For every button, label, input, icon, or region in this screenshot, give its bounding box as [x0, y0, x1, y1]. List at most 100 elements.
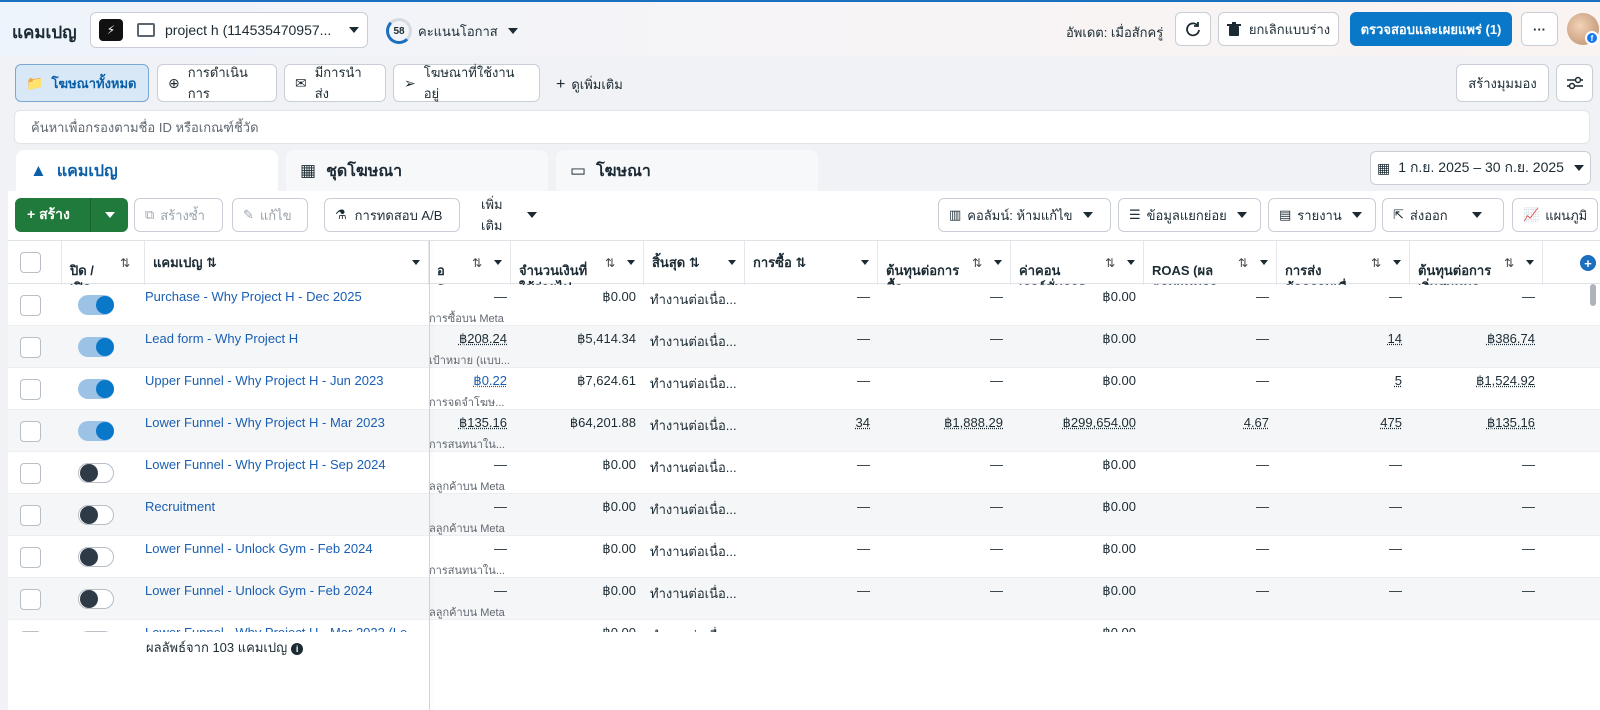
campaign-name-link[interactable]: Lower Funnel - Why Project H - Sep 2024	[145, 457, 386, 472]
search-input[interactable]: ค้นหาเพื่อกรองตามชื่อ ID หรือเกณฑ์ชี้วัด	[14, 110, 1590, 144]
cost-per-purchase-cell: —	[990, 541, 1003, 556]
line-chart-icon: 📈	[1523, 207, 1540, 222]
export-button[interactable]: ⇱ ส่งออก	[1382, 198, 1504, 232]
select-all-checkbox[interactable]	[20, 252, 41, 273]
info-icon[interactable]: i	[291, 643, 304, 655]
column-header-amount-spent[interactable]: จำนวนเงินที่ ใช้จ่ายไป ⇅	[511, 241, 644, 285]
row-checkbox[interactable]	[20, 295, 41, 316]
column-header-campaign[interactable]: แคมเปญ ⇅	[145, 241, 429, 285]
messaging-cell: 14	[1387, 331, 1402, 346]
filter-in-progress[interactable]: ⊕ การดำเนินการ	[157, 64, 277, 102]
amount-spent-cell: ฿0.00	[602, 541, 636, 556]
table-row[interactable]: Lead form - Why Project H ฿208.24 เป้าหมาย…	[8, 326, 1600, 368]
row-checkbox[interactable]	[20, 589, 41, 610]
ad-account-selector[interactable]: ⚡ project h (114535470957...	[90, 12, 368, 48]
row-checkbox[interactable]	[20, 337, 41, 358]
charts-button[interactable]: 📈 แผนภูมิ	[1512, 198, 1598, 232]
table-row[interactable]: Upper Funnel - Why Project H - Jun 2023 ฿…	[8, 368, 1600, 410]
column-spent-label: จำนวนเงินที่ ใช้จ่ายไป	[519, 263, 588, 285]
table-row[interactable]: Lower Funnel - Why Project H - Mar 2023 …	[8, 620, 1600, 632]
edit-button[interactable]: ✎ แก้ไข	[232, 198, 308, 232]
table-row[interactable]: Lower Funnel - Why Project H - Mar 2023 ฿…	[8, 410, 1600, 452]
duplicate-button[interactable]: ⧉ สร้างซ้ำ	[134, 198, 223, 232]
ends-cell: ทำงานต่อเนื่อ...	[650, 418, 737, 433]
tab-campaigns[interactable]: ▲ แคมเปญ	[16, 150, 278, 192]
row-checkbox[interactable]	[20, 379, 41, 400]
opportunity-score-button[interactable]: 58 คะแนนโอกาส	[386, 18, 518, 44]
campaign-toggle[interactable]	[78, 463, 114, 483]
table-row[interactable]: Lower Funnel - Unlock Gym - Feb 2024 — การ…	[8, 536, 1600, 578]
create-dropdown-button[interactable]	[90, 198, 128, 232]
campaign-name-link[interactable]: Lower Funnel - Unlock Gym - Feb 2024	[145, 583, 373, 598]
campaign-name-link[interactable]: Lower Funnel - Why Project H - Mar 2023	[145, 415, 385, 430]
filter-active-ads[interactable]: ➢ โฆษณาที่ใช้งานอยู่	[393, 64, 540, 102]
cost-per-purchase-cell: —	[990, 289, 1003, 304]
campaign-name-link[interactable]: Recruitment	[145, 499, 216, 514]
add-column-icon[interactable]: +	[1580, 255, 1596, 271]
row-checkbox[interactable]	[20, 421, 41, 442]
flask-icon: ⚗	[335, 207, 347, 222]
row-checkbox[interactable]	[20, 547, 41, 568]
campaign-name-link[interactable]: Lower Funnel - Unlock Gym - Feb 2024	[145, 541, 373, 556]
filter-settings-button[interactable]	[1556, 64, 1593, 102]
create-view-button[interactable]: สร้างมุมมอง	[1456, 64, 1549, 102]
vertical-scrollbar[interactable]	[1590, 284, 1596, 306]
filter-delivering-label: มีการนำส่ง	[314, 65, 362, 101]
cost-per-conversation-cell: —	[1522, 541, 1535, 556]
review-publish-button[interactable]: ตรวจสอบและเผยแพร่ (1)	[1350, 12, 1512, 46]
row-checkbox[interactable]	[20, 505, 41, 526]
campaign-toggle[interactable]	[78, 337, 114, 357]
more-actions-button[interactable]: เพิ่มเติม	[470, 197, 548, 233]
ab-test-button[interactable]: ⚗ การทดสอบ A/B	[324, 198, 460, 232]
discard-drafts-button[interactable]: ยกเลิกแบบร่าง	[1218, 12, 1339, 46]
column-header-ends[interactable]: สิ้นสุด ⇅	[644, 241, 745, 285]
column-header-messaging[interactable]: การส่ง ข้อความเพื่... ⇅	[1277, 241, 1410, 285]
row-checkbox[interactable]	[20, 463, 41, 484]
column-header-toggle[interactable]: ปิด / เปิด ⇅	[62, 241, 145, 285]
column-header-purchases[interactable]: การซื้อ ⇅	[745, 241, 878, 285]
table-row[interactable]: Recruitment — ลลูกค้าบน Meta ฿0.00 ทำงานต่อเ…	[8, 494, 1600, 536]
filter-delivering[interactable]: ✉ มีการนำส่ง	[284, 64, 386, 102]
campaign-toggle[interactable]	[78, 631, 114, 632]
column-header-cost-per-purchase[interactable]: ต้นทุนต่อการ ซื้อ ⇅	[878, 241, 1011, 285]
column-header-cost-per-result[interactable]: อ ร ⇅	[429, 241, 511, 285]
campaign-name-link[interactable]: Purchase - Why Project H - Dec 2025	[145, 289, 362, 304]
refresh-button[interactable]	[1175, 12, 1211, 46]
filter-all-ads-label: โฆษณาทั้งหมด	[51, 75, 137, 91]
toggle-knob	[96, 338, 114, 356]
toggle-knob	[96, 422, 114, 440]
row-checkbox[interactable]	[20, 631, 41, 632]
create-button[interactable]: + สร้าง	[15, 198, 128, 232]
sort-icon: ⇅	[795, 255, 807, 270]
filter-active-ads-label: โฆษณาที่ใช้งานอยู่	[423, 65, 515, 101]
columns-button[interactable]: ▥ คอลัมน์: ห้ามแก้ไข	[938, 198, 1111, 232]
tab-ads[interactable]: ▭ โฆษณา	[556, 150, 818, 192]
breakdown-button[interactable]: ☰ ข้อมูลแยกย่อย	[1118, 198, 1261, 232]
campaign-name-link[interactable]: Lower Funnel - Why Project H - Mar 2023 …	[145, 625, 425, 632]
cost-per-result-cell[interactable]: ฿0.22	[473, 373, 507, 388]
column-header-conversion-value[interactable]: ค่าคอน เวอร์ชั่นการ... ⇅	[1011, 241, 1144, 285]
cost-per-result-cell[interactable]: ฿135.16	[458, 415, 507, 430]
table-row[interactable]: Lower Funnel - Why Project H - Sep 2024 —…	[8, 452, 1600, 494]
filter-all-ads[interactable]: 📁 โฆษณาทั้งหมด	[15, 64, 149, 102]
table-row[interactable]: Lower Funnel - Unlock Gym - Feb 2024 — ลลู…	[8, 578, 1600, 620]
see-more-filters[interactable]: + ดูเพิ่มเติม	[556, 74, 623, 95]
table-row[interactable]: Purchase - Why Project H - Dec 2025 — การซ…	[8, 284, 1600, 326]
campaign-toggle[interactable]	[78, 589, 114, 609]
more-options-button[interactable]: ···	[1521, 12, 1558, 46]
cost-per-result-cell[interactable]: ฿208.24	[458, 331, 507, 346]
campaign-name-link[interactable]: Lead form - Why Project H	[145, 331, 299, 346]
campaign-toggle[interactable]	[78, 547, 114, 567]
column-header-roas[interactable]: ROAS (ผล ตอบแทนจา... ⇅	[1144, 241, 1277, 285]
campaign-toggle[interactable]	[78, 421, 114, 441]
reports-button[interactable]: ▤ รายงาน	[1268, 198, 1376, 232]
campaign-toggle[interactable]	[78, 379, 114, 399]
column-conv-value-label: ค่าคอน เวอร์ชั่นการ...	[1019, 263, 1096, 285]
column-header-cost-per-conversation[interactable]: ต้นทุนต่อการ เริ่มสนทนา... ⇅	[1410, 241, 1543, 285]
campaign-toggle[interactable]	[78, 505, 114, 525]
campaign-toggle[interactable]	[78, 295, 114, 315]
tab-ad-sets[interactable]: ▦ ชุดโฆษณา	[286, 150, 548, 192]
date-range-picker[interactable]: ▦ 1 ก.ย. 2025 – 30 ก.ย. 2025	[1370, 151, 1591, 185]
toggle-knob	[80, 464, 98, 482]
campaign-name-link[interactable]: Upper Funnel - Why Project H - Jun 2023	[145, 373, 384, 388]
